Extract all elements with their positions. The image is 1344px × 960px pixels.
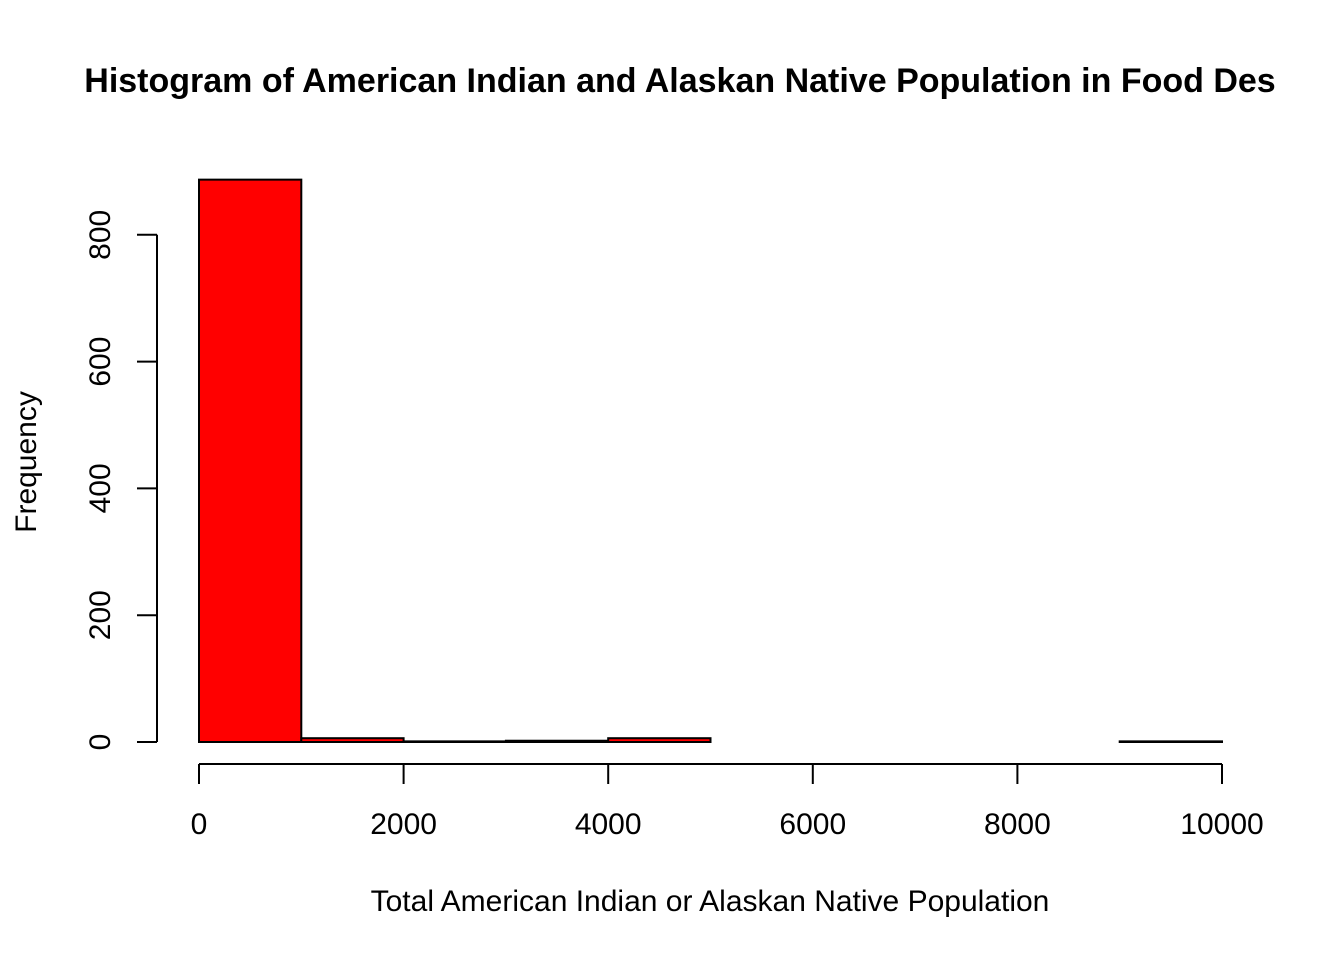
- histogram-bars: [198, 178, 1223, 744]
- x-tick-label: 4000: [575, 808, 642, 841]
- y-tick-label: 400: [84, 463, 117, 513]
- y-tick-label: 800: [84, 210, 117, 260]
- x-axis-label: Total American Indian or Alaskan Native …: [371, 885, 1050, 918]
- x-tick-label: 10000: [1180, 808, 1263, 841]
- y-tick-label: 600: [84, 337, 117, 387]
- y-tick-label: 0: [84, 734, 117, 751]
- x-tick-label: 2000: [370, 808, 437, 841]
- y-tick-label: 200: [84, 590, 117, 640]
- y-axis-label: Frequency: [10, 391, 43, 533]
- x-axis: 0 2000 4000 6000 8000 10000: [191, 763, 1264, 841]
- x-tick-label: 0: [191, 808, 208, 841]
- x-tick-label: 8000: [984, 808, 1051, 841]
- histogram-bar: [607, 737, 712, 743]
- x-tick-label: 6000: [779, 808, 846, 841]
- histogram-bar: [198, 178, 303, 743]
- histogram-bar: [1118, 740, 1223, 744]
- histogram-bar: [300, 737, 405, 743]
- histogram-bar: [504, 739, 610, 743]
- y-axis: 0 200 400 600 800: [84, 210, 158, 751]
- chart-title: Histogram of American Indian and Alaskan…: [84, 62, 1275, 100]
- histogram-bar: [402, 740, 507, 744]
